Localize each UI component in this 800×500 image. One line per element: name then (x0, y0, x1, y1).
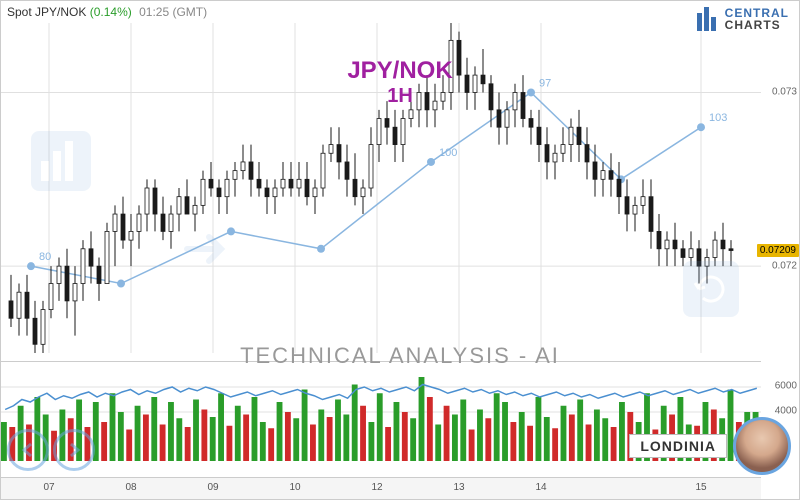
svg-text:103: 103 (709, 112, 727, 124)
logo-line2: CHARTS (725, 19, 789, 31)
logo-bars-icon (697, 7, 719, 31)
x-tick: 09 (207, 482, 218, 493)
time-axis: 07 08 09 10 12 13 14 15 (1, 477, 761, 499)
svg-text:97: 97 (539, 77, 551, 89)
watermark-arrow-icon (181, 221, 237, 282)
pair-timeframe: 1H (387, 85, 413, 108)
londinia-avatar-icon (733, 417, 791, 475)
symbol-text: Spot JPY/NOK (7, 5, 86, 19)
time-text: 01:25 (GMT) (139, 5, 207, 19)
x-tick: 10 (289, 482, 300, 493)
technical-analysis-label: TECHNICAL ANALYSIS - AI (240, 343, 560, 369)
pair-title: JPY/NOK (347, 57, 452, 85)
londinia-widget[interactable]: LONDINIA (629, 417, 791, 475)
x-tick: 13 (453, 482, 464, 493)
londinia-label: LONDINIA (629, 434, 727, 458)
x-tick: 08 (125, 482, 136, 493)
watermark-refresh-icon (683, 261, 739, 322)
change-text: (0.14%) (90, 5, 132, 19)
nav-prev-button[interactable] (7, 429, 49, 471)
svg-text:80: 80 (39, 251, 51, 263)
nav-controls (7, 429, 95, 471)
x-tick: 12 (371, 482, 382, 493)
nav-next-button[interactable] (53, 429, 95, 471)
x-tick: 14 (535, 482, 546, 493)
x-tick: 15 (695, 482, 706, 493)
price-axis: 0.0720.073 0.07209 (759, 23, 799, 353)
watermark-chart-icon (31, 131, 91, 196)
svg-text:100: 100 (439, 147, 457, 159)
x-tick: 07 (43, 482, 54, 493)
current-price-badge: 0.07209 (757, 244, 799, 257)
central-charts-logo: CENTRAL CHARTS (697, 7, 789, 31)
chart-header: Spot JPY/NOK (0.14%) 01:25 (GMT) (7, 5, 207, 19)
